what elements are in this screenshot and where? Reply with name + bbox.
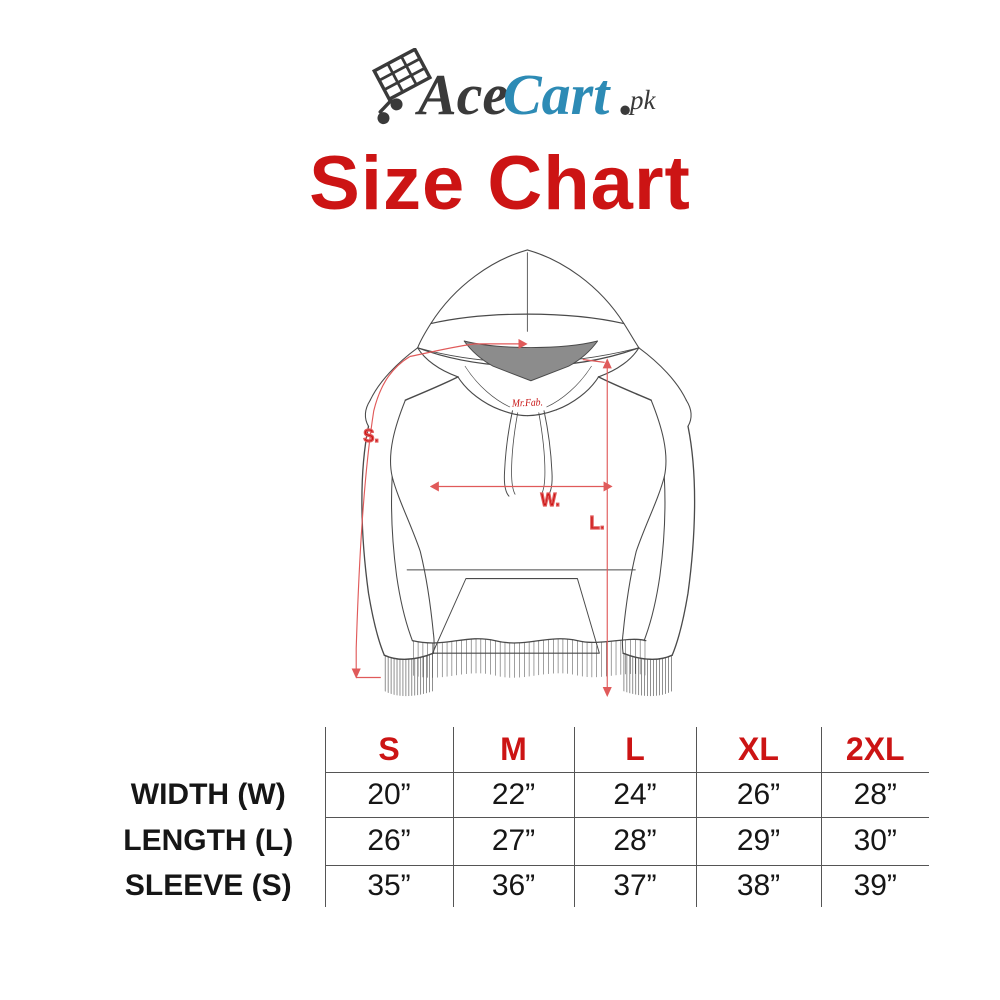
svg-text:W.: W. [541,489,560,510]
svg-text:Cart: Cart [503,62,611,127]
svg-text:pk: pk [628,85,657,115]
svg-text:L.: L. [590,512,605,533]
svg-text:S.: S. [363,425,379,446]
svg-text:Ace: Ace [415,62,508,127]
svg-text:Mr.Fab.: Mr.Fab. [511,397,543,410]
